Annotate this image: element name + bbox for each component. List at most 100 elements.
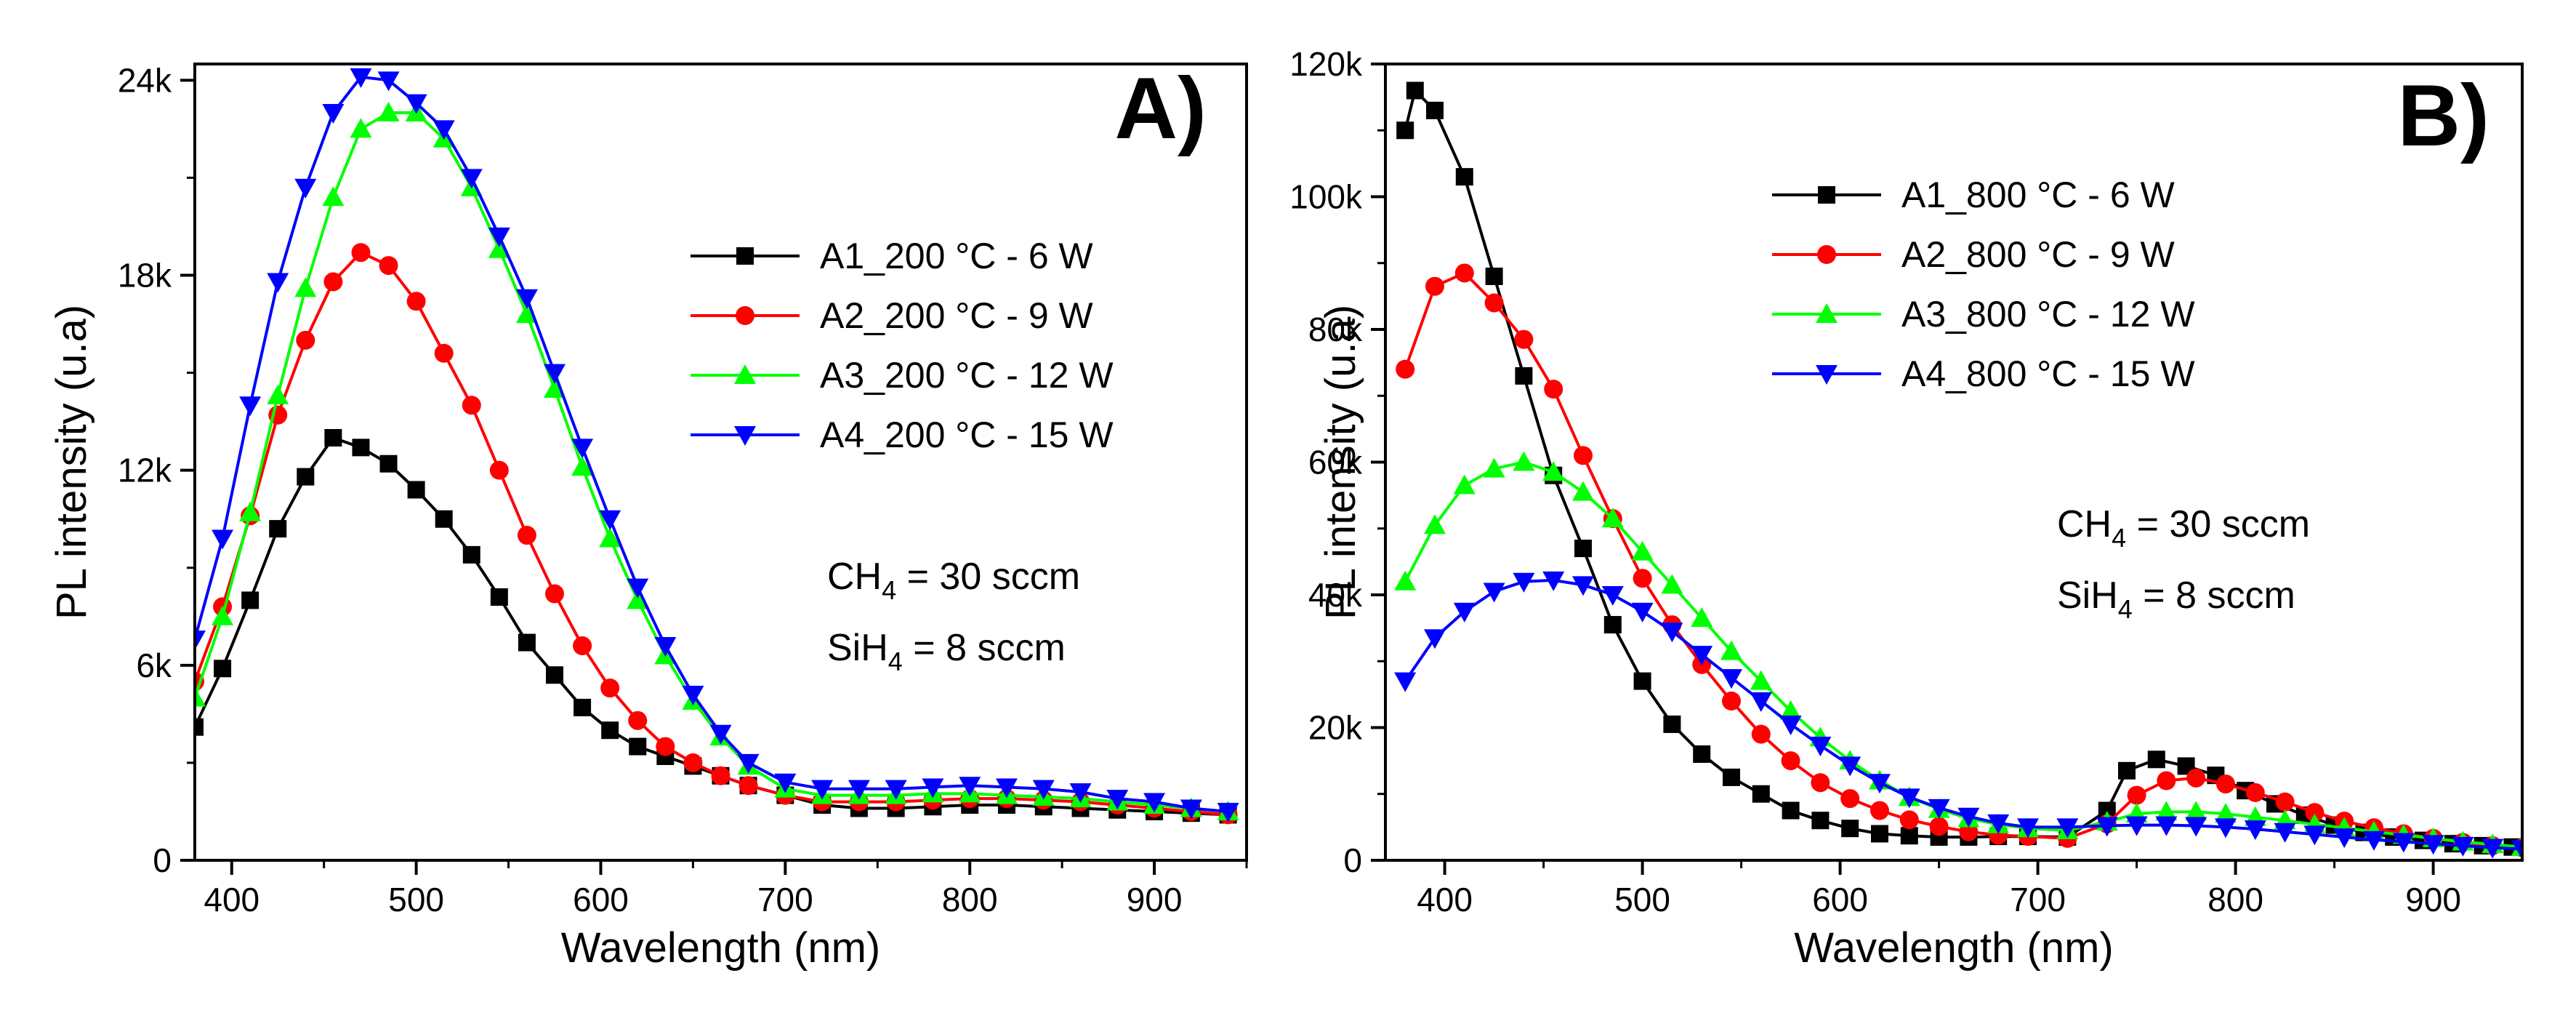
data-point-1-4-21 (737, 753, 760, 774)
data-point-2-3-28 (2215, 803, 2237, 823)
data-point-2-4-7 (1572, 576, 1594, 596)
data-point-2-4-23 (2056, 818, 2079, 838)
data-point-1-4-3 (239, 396, 262, 417)
data-point-2-4-21 (1987, 814, 2010, 834)
annotation-1-2: SiH4 = 8 sccm (827, 627, 1066, 676)
data-point-2-3-26 (2155, 801, 2178, 821)
legend-entry-2-3: A3_800 °C - 12 W (1901, 294, 2195, 335)
data-point-2-2-6 (1544, 380, 1563, 399)
data-point-1-3-7 (350, 118, 372, 138)
data-point-1-1-6 (324, 428, 342, 447)
data-point-2-4-3 (1453, 602, 1476, 622)
y-tick-label-2-4: 60k (1308, 444, 1363, 481)
data-point-1-3-16 (599, 527, 621, 548)
data-point-2-4-11 (1691, 646, 1713, 666)
data-point-2-4-19 (1928, 798, 1950, 819)
data-point-1-4-8 (377, 71, 400, 92)
legend-marker-2-4 (1816, 365, 1838, 385)
data-point-1-4-28 (995, 778, 1018, 798)
data-point-1-1-17 (629, 737, 647, 756)
data-point-1-4-29 (1032, 780, 1055, 800)
data-point-2-2-4 (1484, 293, 1504, 313)
data-point-2-2-16 (1840, 789, 1860, 809)
y-tick-label-1-5: 24k (118, 61, 172, 99)
data-point-2-3-10 (1661, 574, 1683, 594)
data-point-1-2-19 (683, 753, 703, 772)
data-point-2-2-27 (2186, 768, 2206, 788)
data-point-1-4-5 (294, 178, 317, 199)
annotation-1-1: CH4 = 30 sccm (827, 556, 1080, 605)
data-point-2-3-9 (1631, 540, 1654, 561)
data-point-1-2-9 (406, 292, 426, 311)
data-point-1-1-14 (546, 666, 564, 684)
legend-marker-1-3 (734, 364, 756, 384)
x-tick-label-1-1: 400 (204, 881, 259, 918)
series-2-4 (1394, 571, 2522, 860)
data-point-1-1-5 (297, 468, 315, 486)
data-point-2-4-22 (2017, 818, 2039, 838)
data-point-1-4-15 (571, 439, 594, 459)
data-point-1-3-8 (377, 102, 400, 122)
data-point-1-4-19 (682, 686, 704, 706)
legend-marker-2-2 (1817, 245, 1836, 264)
data-point-2-4-29 (2244, 820, 2266, 841)
data-point-1-4-11 (460, 169, 483, 189)
data-point-2-3-12 (1720, 640, 1742, 660)
data-point-2-4-27 (2185, 817, 2207, 837)
data-point-1-1-16 (601, 721, 619, 740)
data-point-1-4-2 (212, 529, 234, 550)
data-point-2-2-29 (2245, 782, 2265, 802)
data-point-1-4-10 (432, 120, 455, 140)
data-point-2-4-30 (2274, 822, 2296, 843)
data-point-2-1-13 (1723, 768, 1740, 786)
data-point-1-3-17 (627, 589, 649, 609)
x-tick-label-2-3: 600 (1812, 881, 1868, 918)
data-point-1-2-18 (656, 737, 675, 756)
x-tick-label-2-1: 400 (1417, 881, 1473, 918)
data-point-2-2-18 (1899, 810, 1919, 830)
data-point-1-3-1 (195, 686, 206, 707)
data-point-1-1-11 (462, 545, 480, 564)
data-point-1-4-4 (267, 273, 289, 293)
data-point-2-2-25 (2127, 785, 2146, 805)
series-1-3 (195, 102, 1239, 820)
data-point-1-2-12 (489, 460, 509, 480)
plot-frame-1 (193, 63, 1248, 862)
data-point-2-1-12 (1693, 745, 1711, 763)
data-point-2-4-34 (2392, 833, 2415, 853)
data-point-2-3-6 (1542, 461, 1565, 481)
data-point-2-3-8 (1601, 508, 1624, 528)
data-point-1-3-6 (322, 186, 345, 207)
legend-entry-1-2: A2_200 °C - 9 W (820, 295, 1094, 336)
data-point-1-2-8 (379, 256, 398, 276)
legend-1: A1_200 °C - 6 W A2_200 °C - 9 W A3_200 °C … (691, 236, 1114, 455)
data-point-1-4-34 (1217, 802, 1239, 822)
panel-label-1: A) (1114, 60, 1207, 157)
data-point-1-2-6 (323, 272, 343, 292)
x-tick-label-1-4: 700 (757, 881, 813, 918)
data-point-2-4-36 (2452, 836, 2474, 857)
legend-2: A1_800 °C - 6 W A2_800 °C - 9 W A3_800 °C … (1772, 175, 2195, 394)
x-tick-label-2-5: 800 (2207, 881, 2263, 918)
legend-entry-1-4: A4_200 °C - 15 W (820, 415, 1114, 455)
data-point-2-4-32 (2333, 828, 2356, 849)
legend-marker-1-1 (736, 247, 754, 265)
data-point-1-4-25 (885, 780, 907, 800)
data-point-2-1-18 (1871, 825, 1888, 843)
series-2-2 (1396, 263, 2522, 857)
data-point-1-4-22 (774, 773, 797, 793)
data-point-1-4-23 (811, 780, 834, 800)
data-point-1-1-4 (269, 520, 287, 538)
data-point-1-2-15 (573, 636, 592, 656)
data-point-2-1-9 (1603, 616, 1622, 634)
x-tick-label-2-6: 900 (2405, 881, 2461, 918)
data-point-2-3-13 (1750, 670, 1772, 690)
data-point-1-1-1 (195, 718, 204, 736)
data-point-2-3-5 (1513, 451, 1535, 471)
data-point-2-2-9 (1633, 569, 1652, 588)
data-point-1-1-12 (490, 588, 508, 606)
y-tick-label-1-1: 0 (153, 841, 172, 879)
data-point-1-4-33 (1180, 799, 1202, 820)
data-point-2-4-24 (2096, 817, 2118, 837)
data-point-1-4-32 (1143, 793, 1166, 813)
